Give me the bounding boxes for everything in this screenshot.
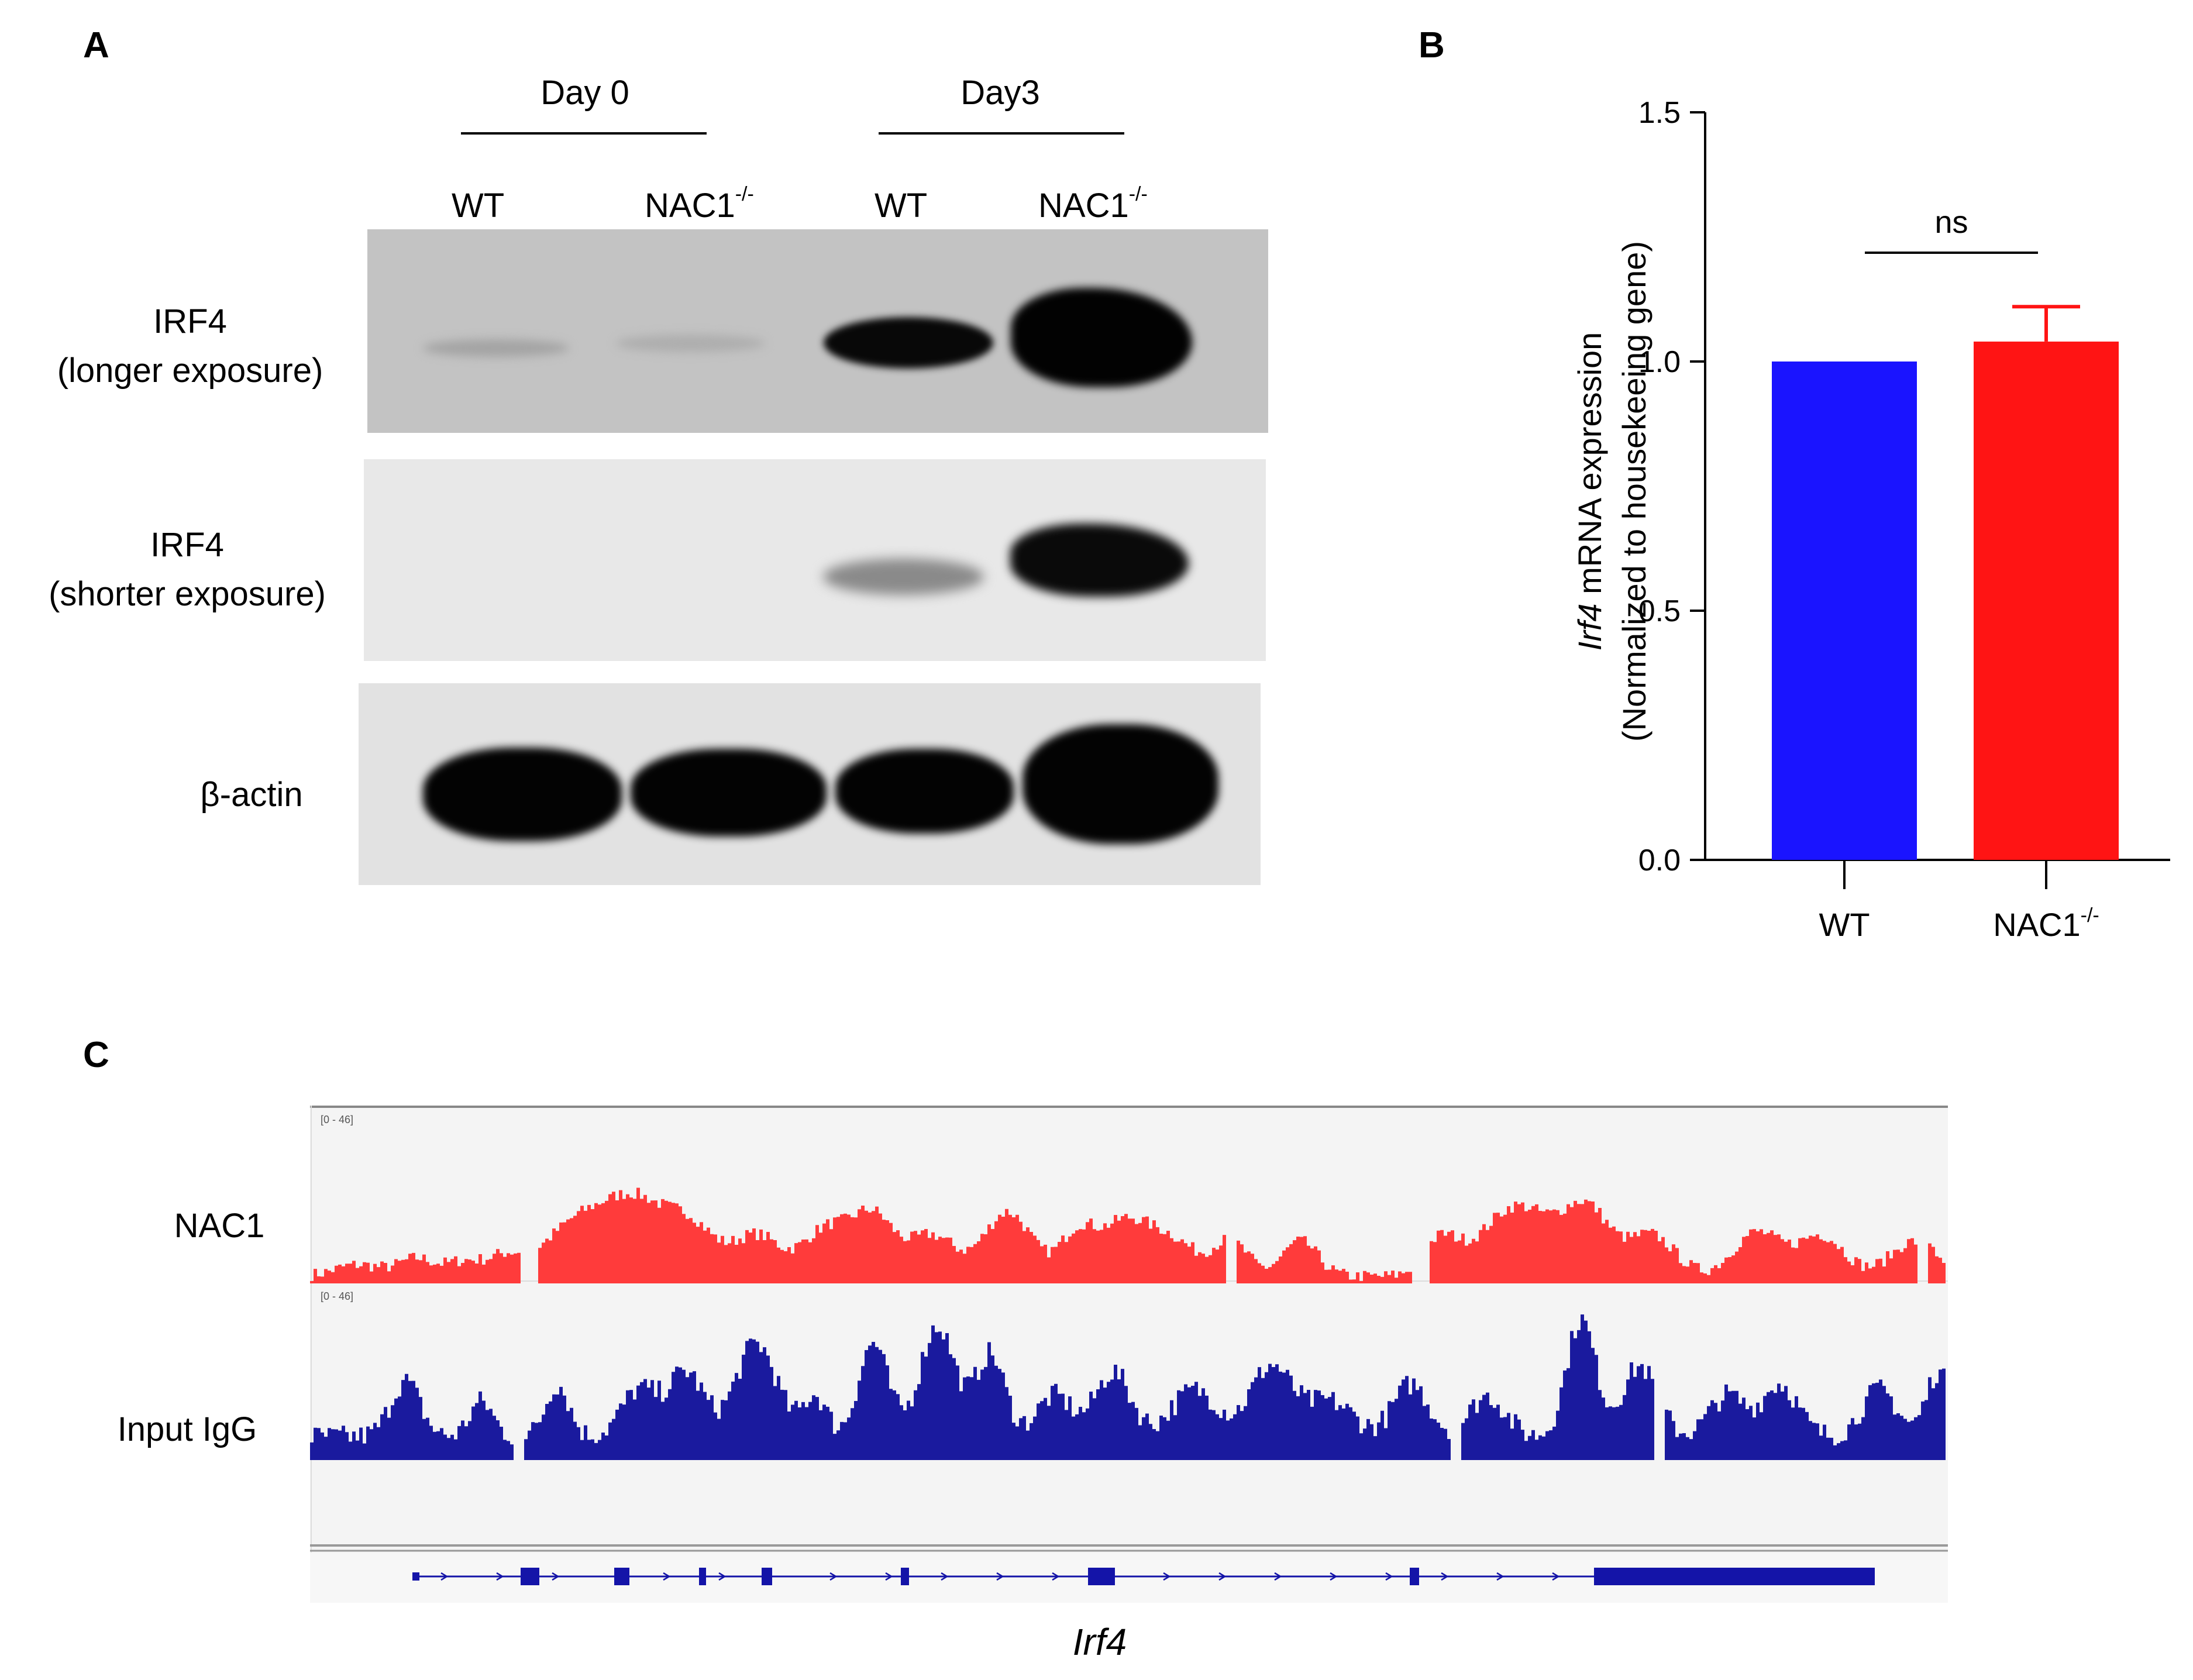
bar-NAC1-/- [1974, 341, 2119, 860]
blot-label-irf4-long: IRF4 (longer exposure) [57, 302, 323, 390]
strand-arrow [663, 1572, 671, 1581]
chart-ticks: 0.0 0.5 1.0 1.5 WT NAC1-/- [1638, 96, 2099, 943]
band [616, 335, 765, 352]
genome-browser: [0 - 46] [0 - 46] [310, 1106, 1948, 1603]
lane-label-4: NAC1-/- [1038, 183, 1148, 225]
band [835, 749, 1014, 834]
strand-arrow [1385, 1572, 1393, 1581]
lane-label-2: NAC1-/- [645, 183, 754, 225]
track-label-igg: Input IgG [117, 1410, 257, 1448]
blot-label-irf4-short: IRF4 (shorter exposure) [49, 526, 326, 613]
band [1023, 724, 1218, 844]
strand-arrow [496, 1572, 504, 1581]
chart-bars [1772, 305, 2119, 860]
gene-exon [521, 1568, 539, 1585]
gene-exon [901, 1568, 909, 1585]
strand-arrow [1052, 1572, 1060, 1581]
y-tick-label: 0.5 [1638, 594, 1681, 628]
band [1011, 288, 1192, 387]
nac1-coverage-track [310, 1187, 1946, 1283]
gene-name-label: Irf4 [1072, 1621, 1127, 1663]
gene-exon [699, 1568, 706, 1585]
group-line-day0 [461, 132, 707, 135]
strand-arrow [1441, 1572, 1449, 1581]
x-tick-label: WT [1819, 906, 1870, 943]
gene-exon [614, 1568, 629, 1585]
strand-arrow [718, 1572, 727, 1581]
band [423, 748, 622, 841]
gene-exon [762, 1568, 772, 1585]
strand-arrow [996, 1572, 1004, 1581]
panel-a-letter: A [83, 25, 109, 66]
strand-arrow [1274, 1572, 1282, 1581]
strand-arrow [552, 1572, 560, 1581]
strand-arrow [1163, 1572, 1171, 1581]
significance-label: ns [1934, 205, 1968, 240]
track-label-nac1: NAC1 [174, 1207, 265, 1245]
bar-WT [1772, 362, 1917, 860]
igg-coverage-track [310, 1314, 1946, 1460]
group-label-day3: Day3 [960, 74, 1040, 112]
track-range-nac1: [0 - 46] [321, 1114, 353, 1125]
y-tick-label: 0.0 [1638, 844, 1681, 877]
band [824, 317, 993, 369]
gene-exon [1410, 1568, 1419, 1585]
strand-arrow [885, 1572, 893, 1581]
group-line-day3 [879, 132, 1124, 135]
strand-arrow [829, 1572, 838, 1581]
browser-background [310, 1106, 1948, 1603]
band [823, 559, 984, 595]
strand-arrow [941, 1572, 949, 1581]
strand-arrow [1218, 1572, 1227, 1581]
gene-exon [1088, 1568, 1115, 1585]
lane-label-1: WT [452, 187, 505, 225]
blot-irf4-longer [367, 229, 1268, 433]
strand-arrow [1496, 1572, 1505, 1581]
panel-b-letter: B [1419, 25, 1445, 66]
band [631, 749, 827, 836]
y-tick-label: 1.0 [1638, 345, 1681, 379]
track-range-igg: [0 - 46] [321, 1290, 353, 1302]
panel-c-letter: C [83, 1035, 109, 1075]
x-tick-label: NAC1-/- [1993, 904, 2099, 943]
bar-chart: 0.0 0.5 1.0 1.5 WT NAC1-/- ns [1638, 96, 2170, 943]
band [423, 339, 569, 357]
blot-irf4-shorter [364, 459, 1266, 661]
group-label-day0: Day 0 [540, 74, 629, 112]
strand-arrow [1552, 1572, 1560, 1581]
lane-label-3: WT [875, 187, 928, 225]
gene-exon [412, 1572, 419, 1581]
strand-arrow [440, 1572, 449, 1581]
blot-actin [359, 683, 1261, 885]
blot-label-actin: β-actin [200, 776, 303, 814]
strand-arrow [1330, 1572, 1338, 1581]
band [1010, 524, 1189, 597]
gene-model [412, 1568, 1875, 1585]
y-tick-label: 1.5 [1638, 96, 1681, 130]
gene-exon [1594, 1568, 1875, 1585]
